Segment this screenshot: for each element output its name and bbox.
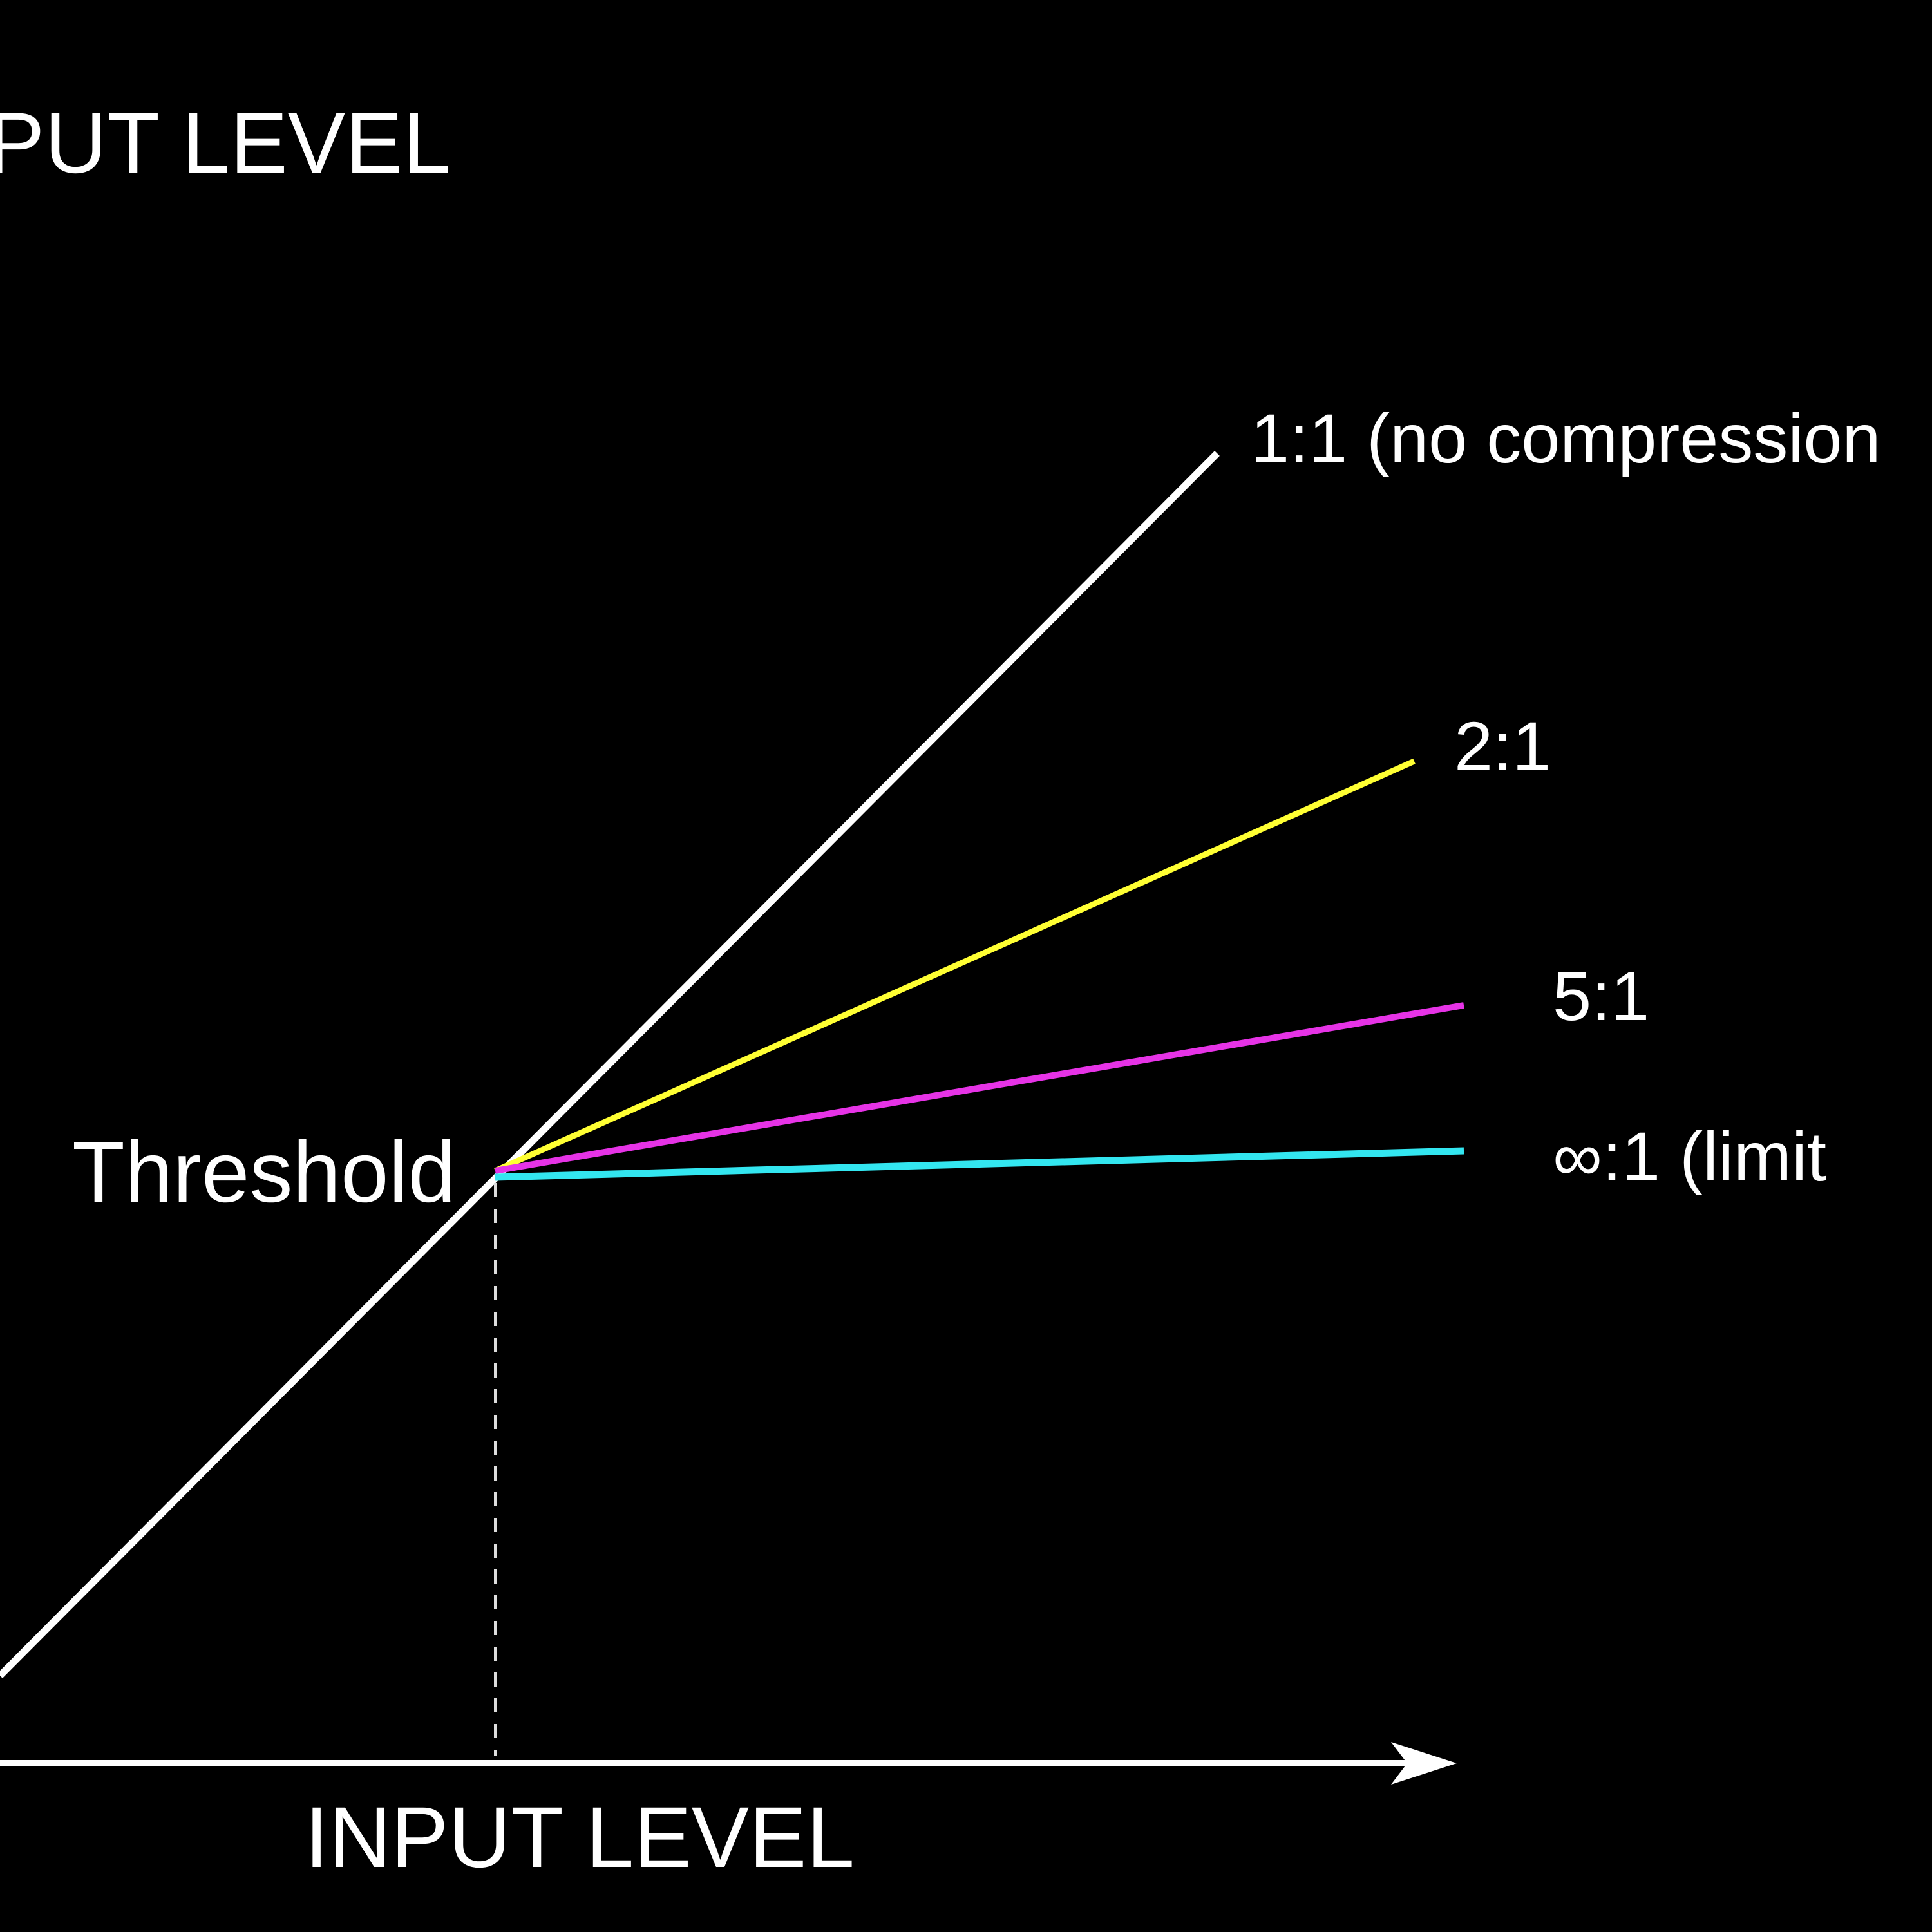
ratio-5-1-line: [495, 1002, 1464, 1174]
ratio-label: 2:1: [1454, 707, 1551, 785]
ratio-label: 1:1 (no compression: [1251, 399, 1881, 477]
ratio-2-1-line: [494, 758, 1416, 1174]
x-axis-arrow: [1391, 1742, 1457, 1785]
ratio-inf-1-line: [495, 1147, 1464, 1181]
ratio-label: 5:1: [1553, 957, 1649, 1035]
ratio-1-1-line: [0, 451, 1220, 1678]
output-axis-label: PUT LEVEL: [0, 95, 451, 191]
input-axis-label: INPUT LEVEL: [305, 1790, 855, 1886]
threshold-label: Threshold: [72, 1124, 456, 1220]
ratio-label: ∞:1 (limit: [1553, 1117, 1826, 1195]
